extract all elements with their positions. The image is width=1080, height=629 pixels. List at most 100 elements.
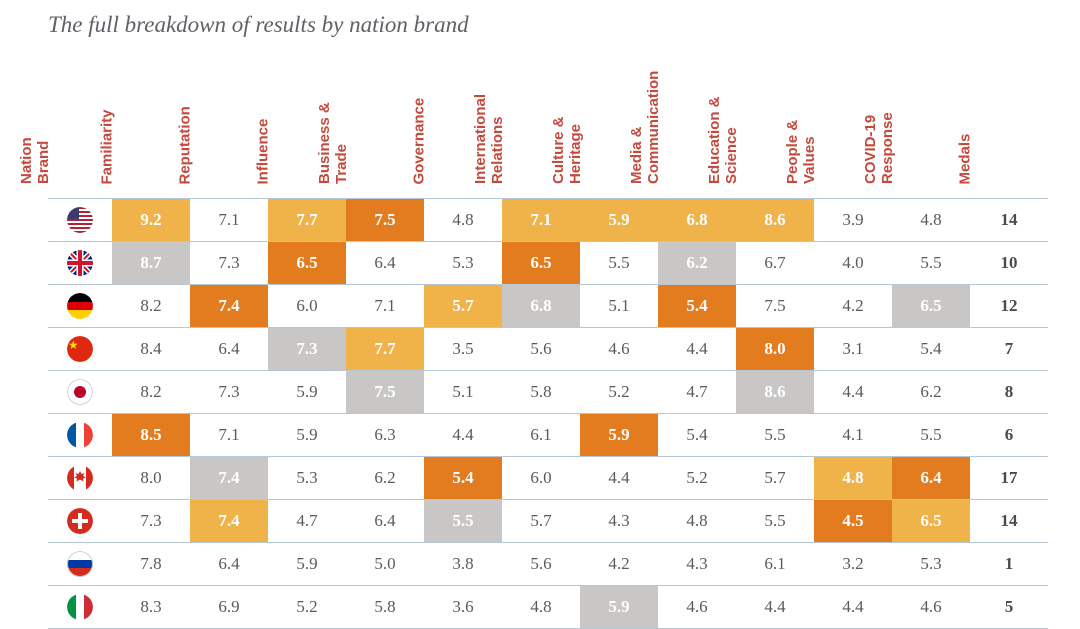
metric-cell: 6.1 [502, 414, 580, 457]
medals-cell: 1 [970, 543, 1048, 586]
metric-cell: 4.7 [268, 500, 346, 543]
metric-cell: 5.9 [268, 371, 346, 414]
medals-cell: 6 [970, 414, 1048, 457]
metric-cell: 5.4 [658, 414, 736, 457]
metric-cell: 6.0 [268, 285, 346, 328]
metric-cell: 5.7 [502, 500, 580, 543]
table-row: 7.37.44.76.45.55.74.34.85.54.56.514 [48, 500, 1048, 543]
metric-cell: 9.2 [112, 199, 190, 242]
metric-cell: 4.2 [580, 543, 658, 586]
metric-cell: 4.8 [424, 199, 502, 242]
table-row: 8.36.95.25.83.64.85.94.64.44.44.65 [48, 586, 1048, 629]
metric-cell: 7.7 [346, 328, 424, 371]
metric-cell: 3.8 [424, 543, 502, 586]
metric-cell: 6.4 [190, 543, 268, 586]
flag-ru-icon [48, 543, 112, 586]
flag-uk-icon [48, 242, 112, 285]
metric-cell: 4.4 [814, 371, 892, 414]
metric-cell: 4.8 [658, 500, 736, 543]
metric-cell: 5.4 [892, 328, 970, 371]
metric-cell: 8.6 [736, 199, 814, 242]
metric-cell: 7.4 [190, 457, 268, 500]
metric-cell: 4.0 [814, 242, 892, 285]
metric-cell: 4.6 [580, 328, 658, 371]
metric-cell: 7.4 [190, 500, 268, 543]
table-row: 8.27.35.97.55.15.85.24.78.64.46.28 [48, 371, 1048, 414]
results-table: NationBrandFamiliarityReputationInfluenc… [48, 44, 1048, 629]
metric-cell: 6.4 [346, 242, 424, 285]
metric-cell: 7.7 [268, 199, 346, 242]
metric-cell: 7.3 [112, 500, 190, 543]
metric-cell: 3.2 [814, 543, 892, 586]
metric-cell: 6.4 [346, 500, 424, 543]
metric-cell: 5.8 [502, 371, 580, 414]
metric-cell: 8.2 [112, 285, 190, 328]
metric-cell: 5.5 [892, 414, 970, 457]
table-row: 8.46.47.37.73.55.64.64.48.03.15.47 [48, 328, 1048, 371]
metric-cell: 7.3 [190, 242, 268, 285]
metric-cell: 5.9 [268, 543, 346, 586]
metric-cell: 4.4 [658, 328, 736, 371]
metric-cell: 6.8 [658, 199, 736, 242]
metric-cell: 6.5 [502, 242, 580, 285]
metric-cell: 7.1 [190, 414, 268, 457]
metric-cell: 8.0 [736, 328, 814, 371]
metric-cell: 5.9 [580, 414, 658, 457]
metric-cell: 5.3 [424, 242, 502, 285]
metric-cell: 7.5 [346, 371, 424, 414]
metric-cell: 4.7 [658, 371, 736, 414]
metric-cell: 5.1 [424, 371, 502, 414]
metric-cell: 8.2 [112, 371, 190, 414]
metric-cell: 7.8 [112, 543, 190, 586]
page-title: The full breakdown of results by nation … [48, 12, 1056, 38]
metric-cell: 4.1 [814, 414, 892, 457]
metric-cell: 6.5 [892, 285, 970, 328]
metric-cell: 4.6 [892, 586, 970, 629]
metric-cell: 4.3 [580, 500, 658, 543]
flag-jp-icon [48, 371, 112, 414]
metric-cell: 7.4 [190, 285, 268, 328]
table-row: 8.07.45.36.25.46.04.45.25.74.86.417 [48, 457, 1048, 500]
metric-cell: 8.7 [112, 242, 190, 285]
metric-cell: 4.4 [814, 586, 892, 629]
header-row: NationBrandFamiliarityReputationInfluenc… [48, 44, 1048, 199]
flag-de-icon [48, 285, 112, 328]
medals-cell: 12 [970, 285, 1048, 328]
metric-cell: 6.4 [892, 457, 970, 500]
medals-cell: 10 [970, 242, 1048, 285]
metric-cell: 7.5 [736, 285, 814, 328]
medals-cell: 14 [970, 199, 1048, 242]
metric-cell: 3.5 [424, 328, 502, 371]
medals-cell: 7 [970, 328, 1048, 371]
metric-cell: 5.3 [892, 543, 970, 586]
metric-cell: 5.8 [346, 586, 424, 629]
metric-cell: 6.5 [268, 242, 346, 285]
metric-cell: 4.8 [814, 457, 892, 500]
metric-cell: 5.6 [502, 543, 580, 586]
metric-cell: 5.0 [346, 543, 424, 586]
medals-cell: 17 [970, 457, 1048, 500]
metric-cell: 7.1 [346, 285, 424, 328]
metric-cell: 5.6 [502, 328, 580, 371]
metric-cell: 8.4 [112, 328, 190, 371]
col-header: Medals [970, 44, 1048, 199]
metric-cell: 5.9 [580, 199, 658, 242]
metric-cell: 5.7 [424, 285, 502, 328]
metric-cell: 5.2 [658, 457, 736, 500]
metric-cell: 6.3 [346, 414, 424, 457]
flag-ch-icon [48, 500, 112, 543]
metric-cell: 7.1 [502, 199, 580, 242]
metric-cell: 5.9 [268, 414, 346, 457]
table-row: 8.27.46.07.15.76.85.15.47.54.26.512 [48, 285, 1048, 328]
metric-cell: 6.5 [892, 500, 970, 543]
metric-cell: 3.6 [424, 586, 502, 629]
metric-cell: 4.5 [814, 500, 892, 543]
metric-cell: 8.5 [112, 414, 190, 457]
table-row: 8.77.36.56.45.36.55.56.26.74.05.510 [48, 242, 1048, 285]
metric-cell: 4.4 [580, 457, 658, 500]
metric-cell: 4.4 [424, 414, 502, 457]
metric-cell: 6.1 [736, 543, 814, 586]
table-row: 8.57.15.96.34.46.15.95.45.54.15.56 [48, 414, 1048, 457]
metric-cell: 4.2 [814, 285, 892, 328]
metric-cell: 5.5 [580, 242, 658, 285]
